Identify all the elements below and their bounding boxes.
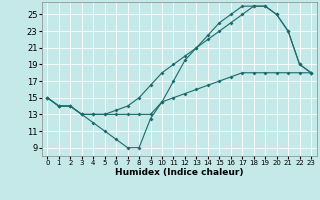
- X-axis label: Humidex (Indice chaleur): Humidex (Indice chaleur): [115, 168, 244, 177]
